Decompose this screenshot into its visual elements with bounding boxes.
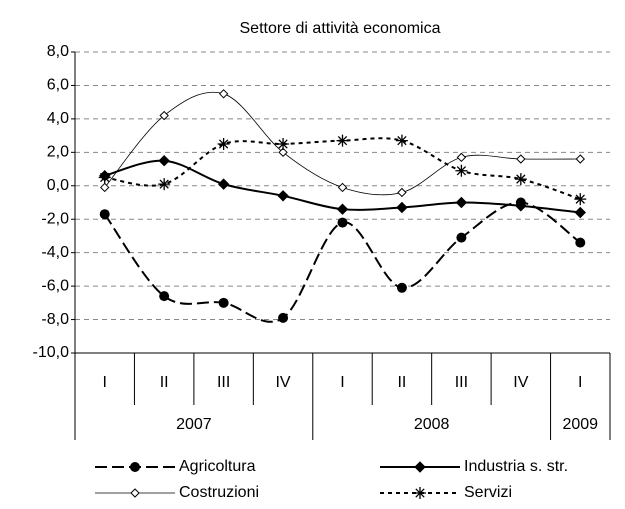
y-tick-label: -6,0 (41, 277, 69, 294)
marker (98, 171, 111, 184)
marker (217, 178, 230, 190)
marker (396, 201, 408, 214)
y-tick-label: 6,0 (47, 77, 69, 94)
x-tick-label: IV (513, 374, 528, 391)
x-tick-label: I (340, 374, 344, 391)
marker (455, 164, 468, 177)
marker (337, 217, 348, 228)
y-tick-label: -4,0 (41, 244, 69, 261)
y-tick-label: 8,0 (47, 43, 69, 60)
y-tick-label: -10,0 (33, 344, 70, 361)
marker (218, 89, 229, 99)
marker (278, 312, 289, 323)
marker (278, 147, 288, 158)
x-tick-label: I (578, 374, 582, 391)
marker (575, 154, 585, 164)
marker (397, 187, 407, 198)
marker (336, 203, 349, 215)
legend-label: Industria s. str. (464, 458, 568, 475)
y-tick-label: -2,0 (41, 210, 69, 227)
marker (336, 134, 349, 147)
series-line (104, 91, 581, 196)
y-tick-label: -8,0 (41, 311, 69, 328)
y-tick-label: 2,0 (47, 144, 69, 161)
marker (159, 291, 170, 302)
marker (158, 154, 170, 167)
marker (456, 152, 467, 163)
y-tick-label: 0,0 (47, 177, 69, 194)
marker (516, 154, 526, 164)
marker (277, 137, 290, 150)
marker (396, 282, 407, 293)
marker (337, 182, 348, 193)
chart-title: Settore di attività economica (240, 20, 441, 37)
x-tick-label: I (102, 374, 106, 391)
marker (277, 190, 289, 202)
marker (574, 206, 586, 219)
legend-marker (414, 461, 426, 473)
marker (515, 200, 527, 212)
group-label: 2009 (562, 416, 598, 433)
marker (217, 137, 230, 150)
marker (395, 134, 408, 147)
marker (159, 110, 169, 121)
group-label: 2007 (176, 416, 212, 433)
marker (575, 237, 586, 248)
marker (514, 173, 527, 186)
marker (99, 209, 110, 220)
marker (218, 297, 229, 308)
marker (100, 182, 110, 193)
x-tick-label: IV (275, 374, 290, 391)
legend-label: Agricoltura (179, 458, 256, 475)
legend-marker (130, 488, 140, 498)
x-tick-label: II (160, 374, 169, 391)
x-tick-label: III (217, 374, 230, 391)
legend-marker (414, 487, 426, 499)
x-tick-label: III (455, 374, 468, 391)
legend-label: Costruzioni (179, 484, 259, 501)
legend-label: Servizi (464, 484, 512, 501)
x-tick-label: II (397, 374, 406, 391)
y-tick-label: 4,0 (47, 110, 69, 127)
marker (455, 196, 468, 209)
legend-marker (130, 462, 140, 472)
group-label: 2008 (414, 416, 450, 433)
marker (574, 193, 587, 206)
marker (456, 232, 467, 243)
marker (158, 178, 171, 191)
